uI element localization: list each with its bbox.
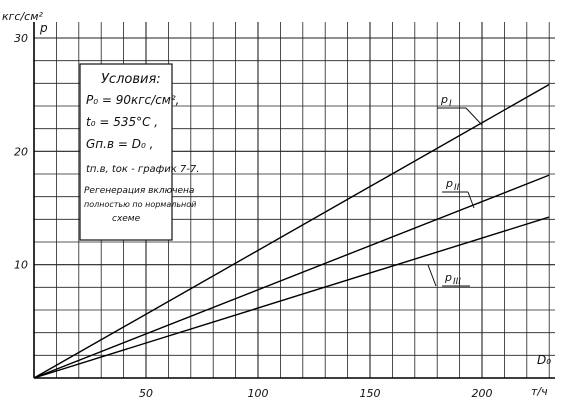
conditions-box: Условия: P₀ = 90кгс/см², t₀ = 535°C , Gп… <box>79 63 199 241</box>
conditions-title: Условия: <box>101 72 161 87</box>
series-line-pIII <box>33 216 550 379</box>
condition-note-3: схеме <box>112 214 141 224</box>
x-tick-label: 150 <box>360 387 381 400</box>
x-tick-label: 200 <box>472 387 493 400</box>
series-line-pII <box>33 174 550 379</box>
series-label-pII: pII <box>442 177 475 209</box>
y-axis-unit: кгс/см² <box>2 10 44 23</box>
svg-text:pI: pI <box>440 93 452 109</box>
svg-text:pIII: pIII <box>444 271 461 287</box>
condition-line-2: t₀ = 535°C , <box>86 115 158 129</box>
condition-line-4: tп.в, tок - график 7-7. <box>86 164 199 175</box>
series-label-pI: pI <box>437 93 483 126</box>
y-axis-symbol: p <box>39 21 48 35</box>
x-tick-label: 100 <box>248 387 269 400</box>
series-line-pI <box>33 83 550 379</box>
x-axis-symbol: D₀ <box>537 353 551 367</box>
condition-line-3: Gп.в = D₀ , <box>86 137 153 151</box>
y-tick-label: 10 <box>14 259 28 272</box>
series-label-pIII: pIII <box>427 264 470 287</box>
y-tick-label: 30 <box>14 32 28 45</box>
y-tick-label: 20 <box>14 145 28 158</box>
x-axis-unit: т/ч <box>531 385 548 398</box>
x-tick-label: 50 <box>139 387 153 400</box>
svg-text:pII: pII <box>445 177 460 193</box>
chart-axes: 50 100 150 200 10 20 30 <box>14 22 555 400</box>
condition-line-1: P₀ = 90кгс/см², <box>86 93 179 107</box>
condition-note-1: Регенерация включена <box>84 186 194 196</box>
condition-note-2: полностью по нормальной <box>84 200 196 209</box>
chart-series-lines <box>33 83 550 379</box>
